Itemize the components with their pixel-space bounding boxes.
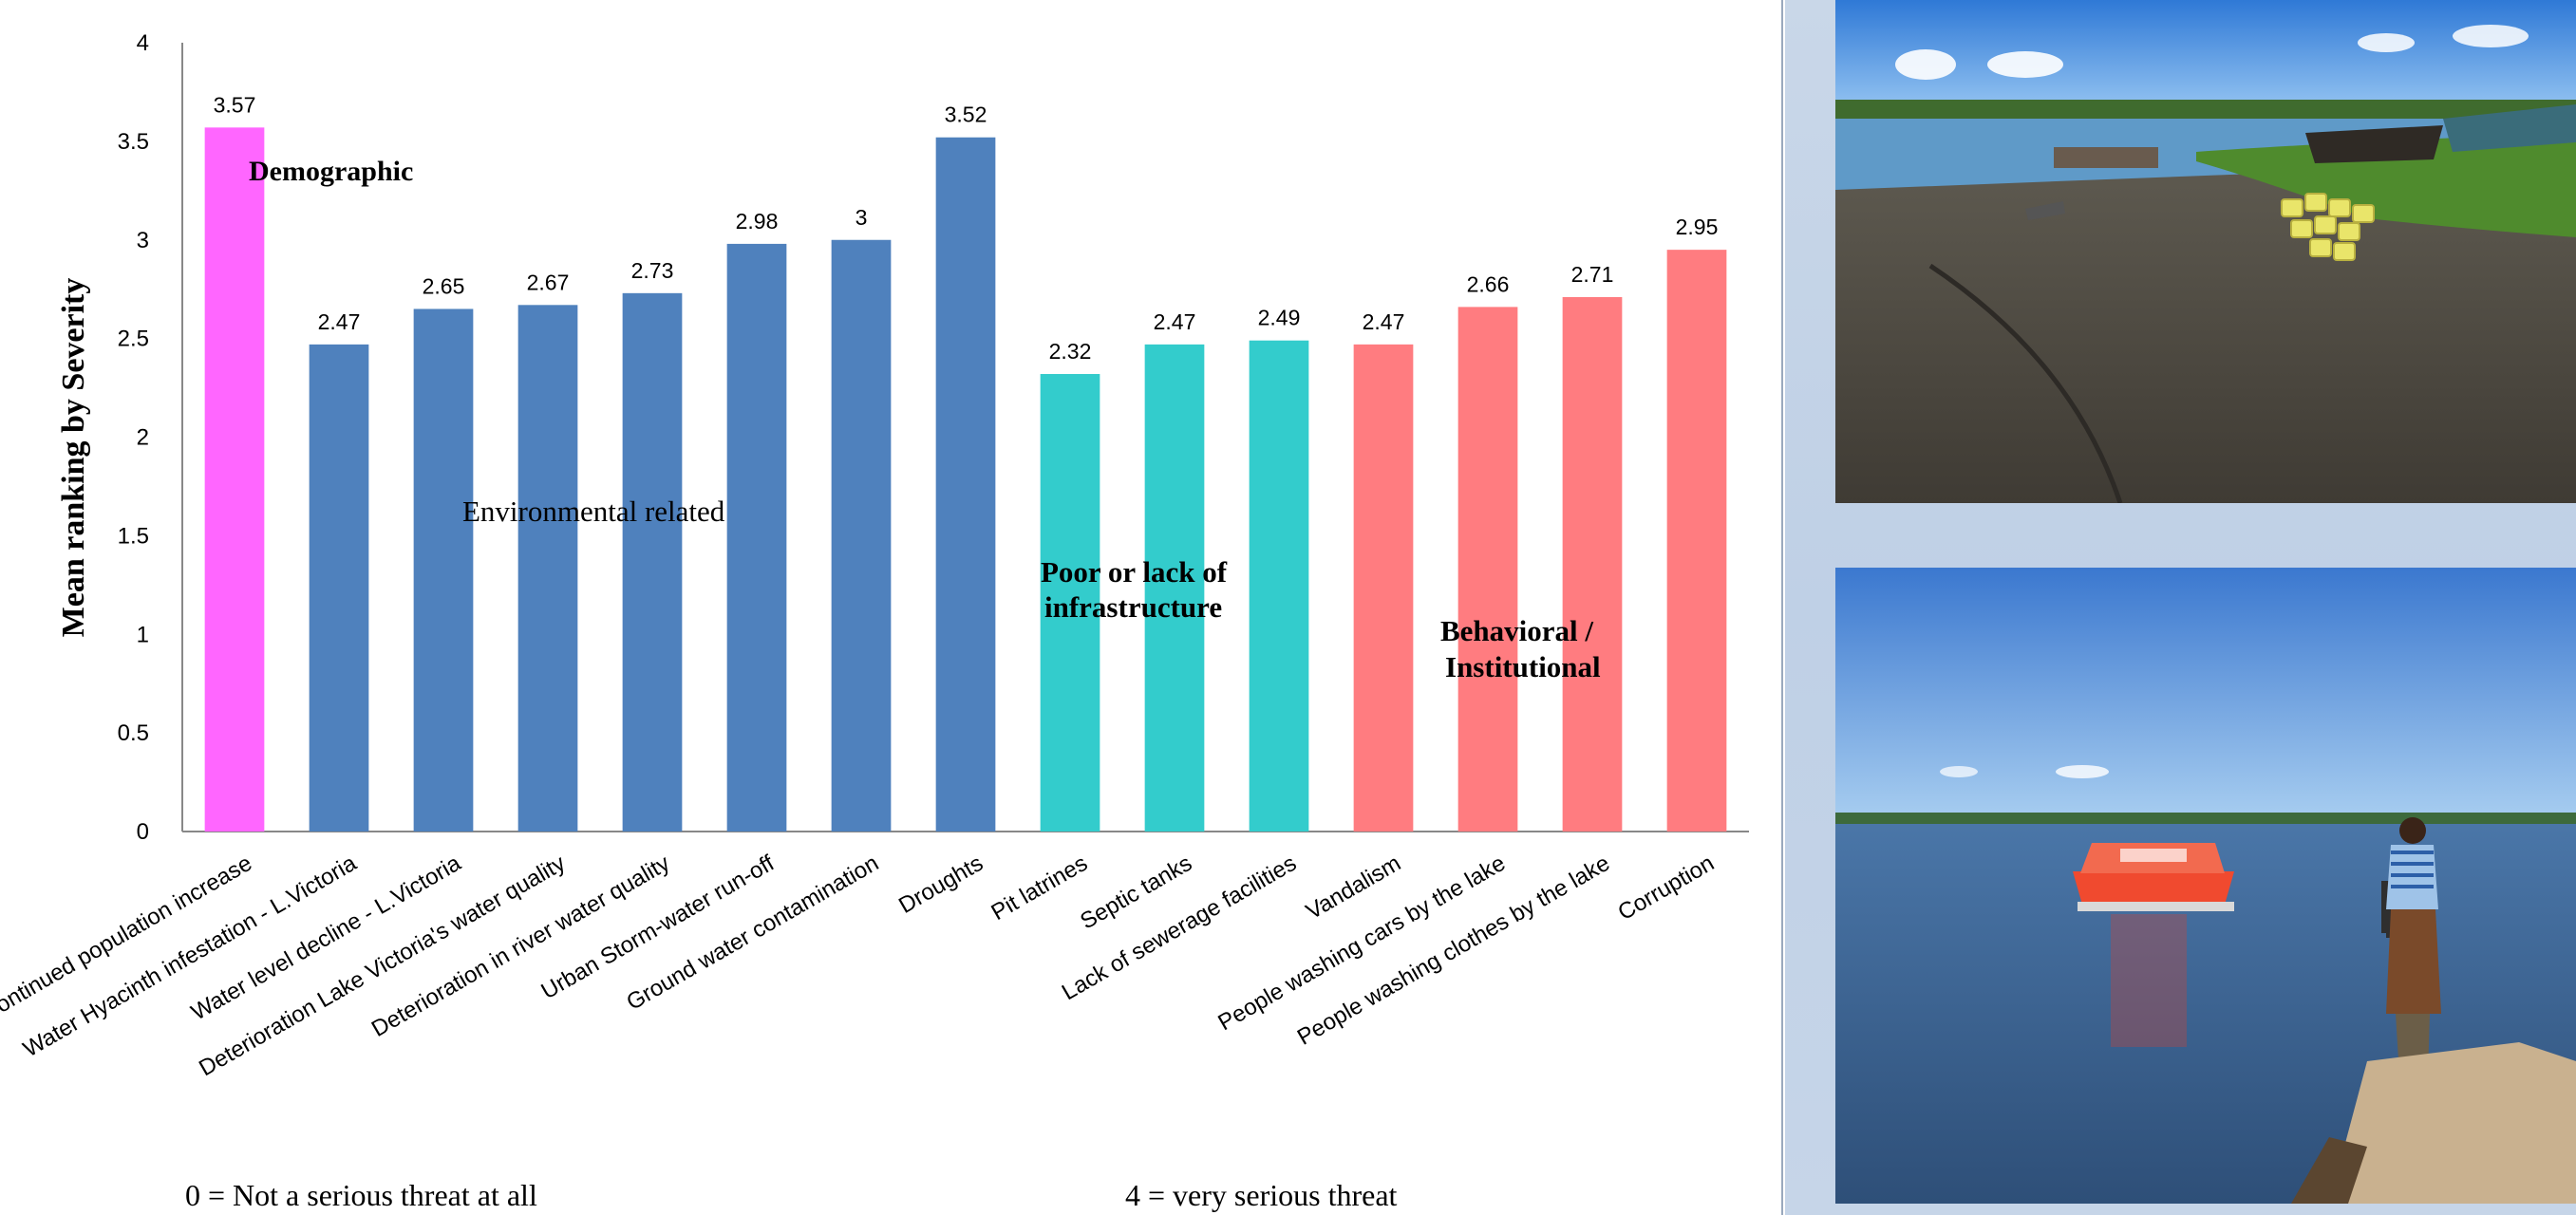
photo-lakeshore <box>1835 0 2576 503</box>
bar <box>413 308 474 832</box>
bar-value-label: 3.57 <box>214 92 256 117</box>
x-tick-label: Droughts <box>894 850 987 919</box>
y-tick-label: 0.5 <box>118 720 149 746</box>
bar <box>204 127 265 832</box>
bar-value-label: 2.95 <box>1676 215 1719 239</box>
y-tick-labels: 0 0.5 1 1.5 2 2.5 3 3.5 4 <box>118 30 149 845</box>
bar <box>1562 296 1623 832</box>
y-tick-label: 0 <box>137 819 149 845</box>
panel-divider <box>1781 0 1783 1215</box>
annotation-behavioral-line1: Behavioral / <box>1440 614 1593 647</box>
bars <box>204 127 1727 832</box>
photo-boat <box>1835 568 2576 1204</box>
bar-chart: 0 0.5 1 1.5 2 2.5 3 3.5 4 3.57 2.47 2.65 2.67 2.73 2.… <box>0 30 1749 1212</box>
bar <box>1249 340 1309 832</box>
y-tick-label: 3 <box>137 228 149 253</box>
bar <box>1457 307 1518 832</box>
annotation-environmental: Environmental related <box>462 495 725 528</box>
bar <box>1353 344 1414 832</box>
bar-value-label: 2.49 <box>1258 306 1301 330</box>
bar-value-label: 2.66 <box>1467 271 1510 296</box>
value-labels: 3.57 2.47 2.65 2.67 2.73 2.98 3 3.52 2.32 2.47 2.4… <box>214 92 1719 364</box>
bar <box>622 292 683 832</box>
bar <box>726 243 787 832</box>
bar <box>1144 344 1205 832</box>
bar-value-label: 2.47 <box>318 309 361 334</box>
bar <box>935 137 996 832</box>
annotation-behavioral-line2: Institutional <box>1445 650 1601 683</box>
x-tick-label: Corruption <box>1613 850 1719 925</box>
y-tick-label: 4 <box>137 30 149 56</box>
y-tick-label: 2 <box>137 425 149 451</box>
annotation-infrastructure-line1: Poor or lack of <box>1041 555 1228 589</box>
bar <box>1666 250 1727 832</box>
y-tick-label: 1 <box>137 622 149 647</box>
bar-value-label: 2.47 <box>1363 309 1405 334</box>
bar <box>309 344 369 832</box>
bar-value-label: 2.71 <box>1571 262 1614 287</box>
bar-value-label: 2.47 <box>1154 309 1196 334</box>
bar <box>1040 374 1100 832</box>
bar-value-label: 3.52 <box>945 103 987 127</box>
bar-value-label: 2.65 <box>423 273 465 298</box>
bar <box>517 305 578 832</box>
y-tick-label: 1.5 <box>118 523 149 549</box>
scale-note-high: 4 = very serious threat <box>1125 1178 1398 1212</box>
bar-value-label: 2.98 <box>736 209 779 234</box>
bar <box>831 239 892 832</box>
boat-image <box>1835 568 2576 1204</box>
bar-value-label: 3 <box>856 205 868 230</box>
bar-value-label: 2.67 <box>527 270 570 294</box>
y-tick-label: 3.5 <box>118 129 149 155</box>
y-tick-label: 2.5 <box>118 327 149 352</box>
scale-note-low: 0 = Not a serious threat at all <box>185 1178 537 1212</box>
bar-value-label: 2.32 <box>1049 339 1092 364</box>
lakeshore-image <box>1835 0 2576 503</box>
annotation-demographic: Demographic <box>249 156 413 187</box>
annotation-infrastructure-line2: infrastructure <box>1044 590 1222 624</box>
y-axis-title: Mean ranking by Severity <box>56 278 91 638</box>
bar-value-label: 2.73 <box>631 258 674 283</box>
